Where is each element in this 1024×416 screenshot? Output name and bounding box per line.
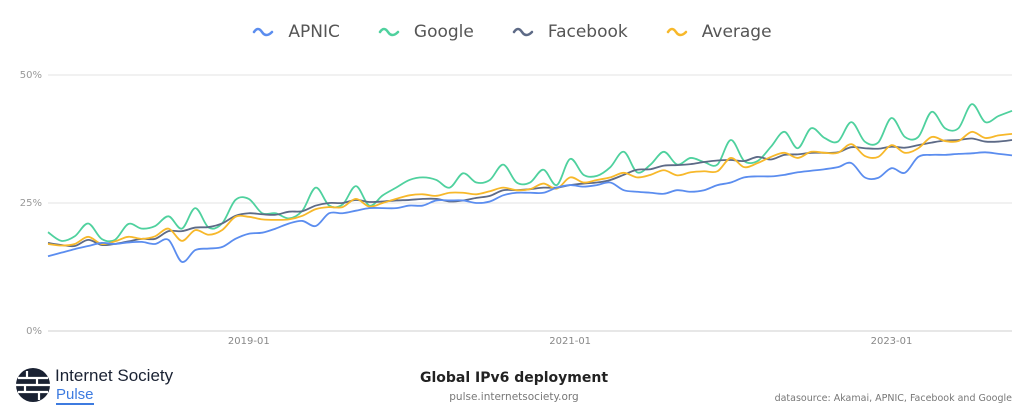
x-tick-label: 2023-01: [871, 336, 913, 347]
legend-item-apnic[interactable]: APNIC: [252, 22, 340, 42]
series-line-apnic: [47, 151, 1013, 263]
wave-icon: [253, 27, 274, 37]
legend-item-facebook[interactable]: Facebook: [512, 22, 628, 42]
wave-icon: [666, 27, 687, 37]
legend-item-google[interactable]: Google: [378, 22, 474, 42]
legend: APNIC Google Facebook Average: [0, 22, 1024, 42]
y-tick-label: 50%: [20, 70, 42, 81]
brand-name: Internet Society: [55, 366, 174, 385]
y-tick-label: 0%: [26, 326, 42, 337]
series-line-google: [47, 103, 1013, 243]
x-tick-label: 2019-01: [228, 336, 270, 347]
legend-label: Facebook: [547, 22, 628, 42]
legend-item-average[interactable]: Average: [666, 22, 772, 42]
x-tick-label: 2021-01: [549, 336, 591, 347]
legend-label: Google: [413, 22, 474, 42]
chart-title: Global IPv6 deployment: [419, 370, 609, 386]
y-tick-label: 25%: [20, 198, 42, 209]
legend-label: Average: [701, 22, 772, 42]
series-line-average: [47, 130, 1013, 247]
internet-society-logo-icon: [16, 368, 50, 402]
wave-icon: [378, 27, 400, 37]
legend-label: APNIC: [288, 22, 340, 42]
source-url[interactable]: pulse.internetsociety.org: [449, 391, 579, 403]
wave-icon: [512, 27, 534, 37]
product-name[interactable]: Pulse: [56, 386, 94, 405]
datasource-note: datasource: Akamai, APNIC, Facebook and …: [774, 393, 1012, 404]
